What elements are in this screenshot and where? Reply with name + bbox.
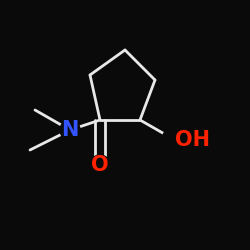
Text: N: N bbox=[61, 120, 79, 140]
Circle shape bbox=[162, 127, 188, 153]
Circle shape bbox=[90, 155, 110, 175]
Text: O: O bbox=[91, 155, 109, 175]
Text: OH: OH bbox=[175, 130, 210, 150]
Circle shape bbox=[60, 120, 80, 140]
